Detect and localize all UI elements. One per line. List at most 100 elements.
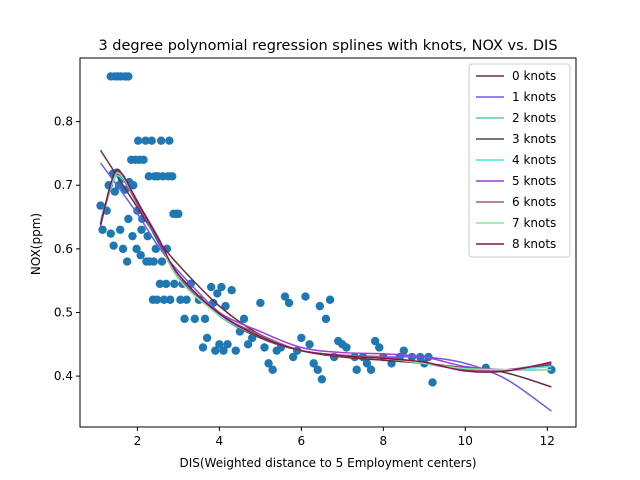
scatter-point: [206, 282, 216, 292]
x-tick-label: 8: [380, 434, 388, 448]
scatter-point: [96, 201, 105, 210]
scatter-point: [428, 378, 437, 387]
scatter-point: [176, 295, 185, 304]
y-tick-label: 0.7: [54, 178, 73, 192]
x-tick-label: 12: [540, 434, 555, 448]
scatter-point: [321, 314, 331, 324]
scatter-point: [137, 225, 146, 234]
scatter-point: [202, 333, 212, 343]
legend-entry: 3 knots: [512, 132, 556, 146]
x-axis: 2 4 6 8 10 12: [134, 427, 555, 448]
y-tick-label: 0.8: [54, 115, 73, 129]
scatter-point: [180, 314, 189, 324]
legend-entry: 8 knots: [512, 237, 556, 251]
scatter-point: [215, 340, 224, 349]
scatter-point: [118, 244, 128, 254]
scatter-point: [182, 295, 191, 304]
scatter-point: [260, 343, 269, 352]
scatter-point: [149, 257, 158, 266]
scatter-point: [325, 295, 335, 304]
x-tick-label: 10: [458, 434, 473, 448]
scatter-point: [157, 257, 167, 266]
scatter-point: [268, 365, 277, 374]
scatter-point: [122, 257, 132, 266]
scatter-point: [305, 340, 314, 349]
scatter-point: [139, 155, 148, 164]
legend-entry: 7 knots: [512, 216, 556, 230]
scatter-point: [147, 136, 156, 145]
scatter-point: [223, 340, 232, 349]
x-tick-label: 2: [134, 434, 142, 448]
scatter-point: [243, 340, 253, 349]
scatter-point: [109, 241, 118, 250]
scatter-point: [217, 282, 226, 292]
scatter-point: [317, 375, 327, 384]
scatter-point: [370, 336, 380, 346]
x-axis-label: DIS(Weighted distance to 5 Employment ce…: [179, 456, 476, 470]
scatter-point: [315, 301, 325, 311]
scatter-point: [362, 359, 372, 368]
scatter-point: [264, 359, 273, 368]
y-axis-label: NOX(ppm): [29, 213, 43, 275]
x-tick-label: 4: [216, 434, 224, 448]
scatter-point: [129, 181, 138, 190]
scatter-point: [280, 292, 290, 301]
scatter-point: [124, 72, 133, 81]
scatter-point: [190, 314, 199, 324]
legend-entry: 0 knots: [512, 69, 556, 83]
scatter-point: [200, 314, 210, 324]
chart-title: 3 degree polynomial regression splines w…: [98, 38, 557, 54]
scatter-point: [211, 346, 220, 355]
y-axis: 0.4 0.5 0.6 0.7 0.8: [54, 115, 80, 383]
scatter-point: [231, 346, 240, 355]
scatter-point: [366, 365, 376, 374]
scatter-point: [98, 225, 107, 234]
plot-area: [79, 57, 577, 428]
scatter-point: [165, 295, 175, 304]
scatter-point: [124, 214, 133, 224]
scatter-point: [170, 279, 179, 289]
y-tick-label: 0.5: [54, 305, 73, 319]
scatter-point: [161, 279, 171, 289]
scatter-point: [159, 295, 169, 304]
scatter-point: [221, 301, 230, 311]
x-tick-label: 6: [298, 434, 306, 448]
scatter-point: [198, 343, 208, 352]
scatter-point: [134, 136, 143, 145]
scatter-point: [313, 365, 322, 374]
y-tick-label: 0.4: [54, 369, 73, 383]
scatter-point: [256, 298, 265, 308]
scatter-point: [301, 292, 310, 301]
scatter-point: [141, 136, 150, 145]
scatter-point: [342, 343, 351, 352]
legend-entry: 5 knots: [512, 174, 556, 188]
scatter-point: [352, 365, 361, 374]
scatter-point: [132, 244, 141, 254]
legend-box: [468, 63, 571, 258]
scatter-point: [106, 229, 115, 238]
spline-lines: [99, 149, 552, 412]
scatter-point: [128, 231, 137, 241]
scatter-point: [399, 346, 409, 355]
scatter-point: [174, 209, 183, 219]
scatter-point: [288, 352, 298, 362]
scatter-point: [143, 231, 152, 241]
scatter-point: [227, 286, 236, 295]
scatter-point: [144, 172, 154, 181]
legend-entry: 2 knots: [512, 111, 556, 125]
scatter-point: [155, 279, 165, 289]
legend-entry: 4 knots: [512, 153, 556, 167]
scatter-point: [309, 359, 318, 368]
y-tick-label: 0.6: [54, 242, 73, 256]
scatter-point: [375, 343, 384, 352]
legend-entry: 1 knots: [512, 90, 556, 104]
scatter-point: [156, 136, 166, 145]
scatter-point: [213, 289, 222, 298]
scatter-point: [152, 295, 162, 304]
scatter-point: [239, 314, 249, 324]
axes-frame: [79, 57, 577, 428]
scatter-point: [284, 298, 294, 308]
scatter-point: [110, 187, 120, 196]
scatter-point: [219, 346, 228, 355]
scatter-point: [136, 251, 145, 260]
